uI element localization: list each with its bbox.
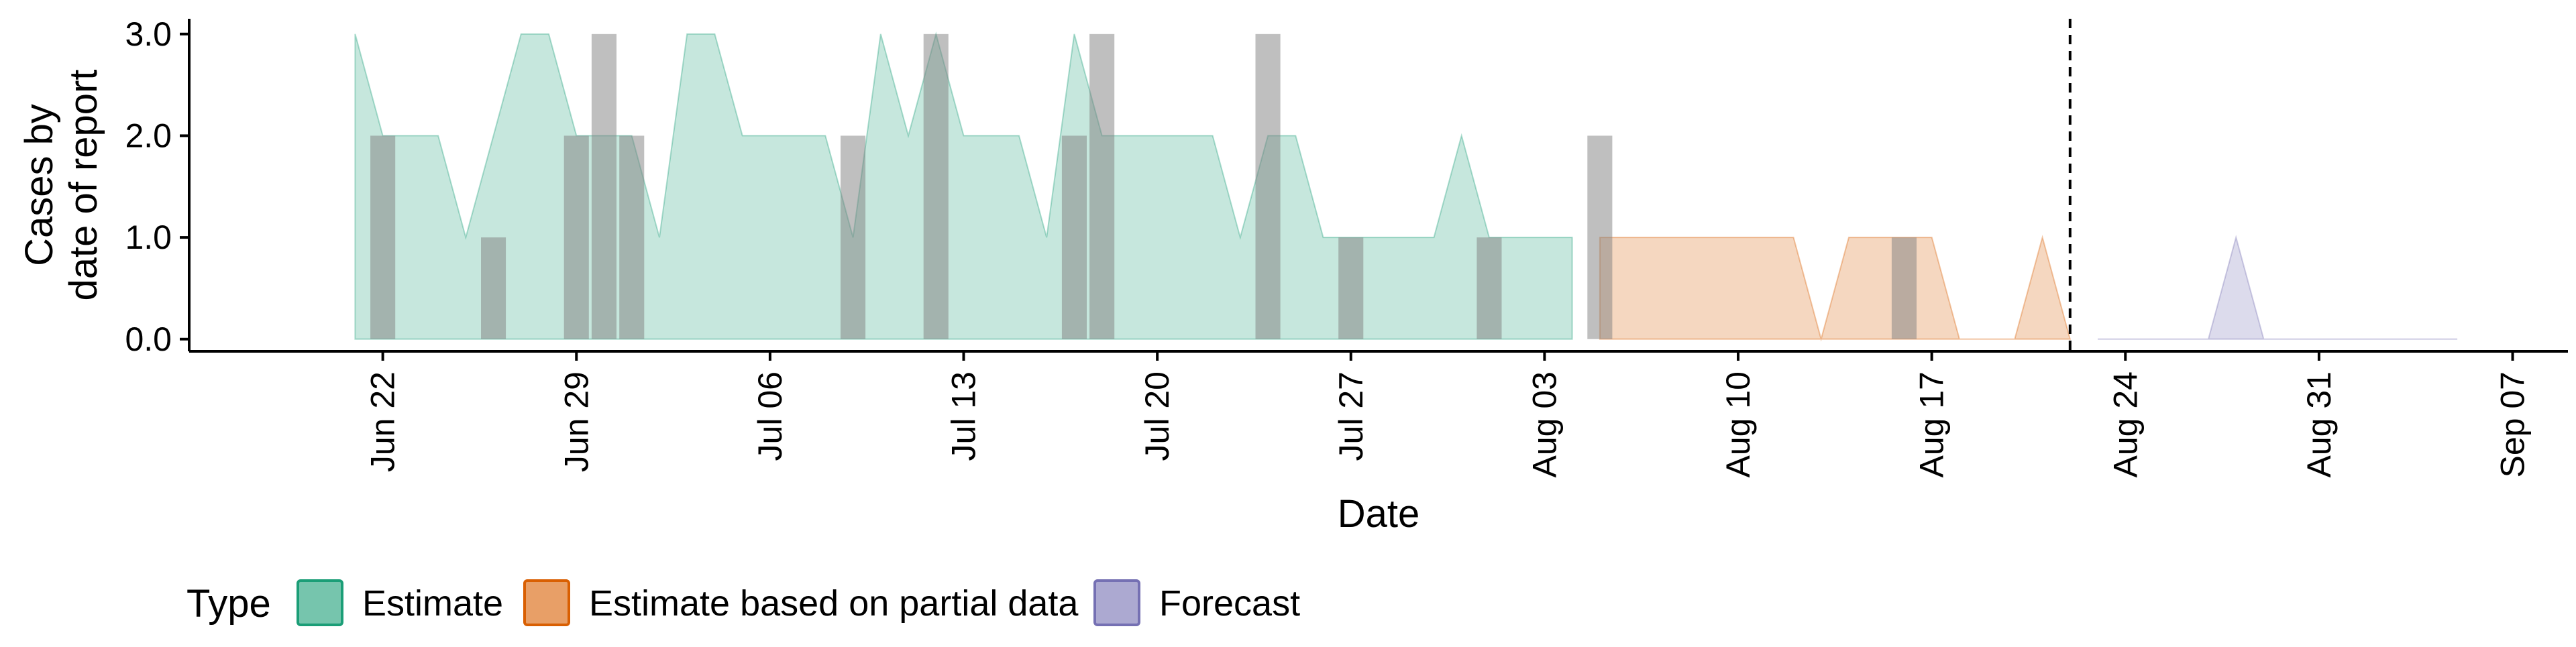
observed-bar <box>1089 34 1115 339</box>
x-tick-label: Jun 22 <box>364 371 402 472</box>
observed-bar <box>481 237 506 339</box>
observed-bar <box>1891 237 1917 339</box>
observed-bar <box>1255 34 1281 339</box>
x-axis-title: Date <box>1338 492 1420 536</box>
legend: Type Estimate Estimate based on partial da… <box>186 579 1300 626</box>
y-axis-title-line: date of report <box>62 70 105 301</box>
observed-bar <box>841 135 866 339</box>
y-tick-label: 1.0 <box>125 219 172 256</box>
y-axis-title: Cases bydate of report <box>17 70 105 301</box>
x-tick-label: Jul 27 <box>1332 371 1370 461</box>
y-axis-title-line: Cases by <box>17 104 61 266</box>
plot-area <box>354 19 2458 351</box>
x-tick-label: Aug 17 <box>1913 371 1951 477</box>
legend-swatch <box>523 579 570 626</box>
observed-bar <box>1061 135 1087 339</box>
x-tick-label: Jul 06 <box>751 371 789 461</box>
x-tick-label: Jun 29 <box>557 371 595 472</box>
observed-bar <box>591 34 616 339</box>
x-tick-label: Jul 13 <box>945 371 983 461</box>
legend-label: Forecast <box>1159 583 1300 624</box>
observed-bar <box>1587 135 1613 339</box>
observed-bar <box>1477 237 1502 339</box>
observed-bar <box>370 135 396 339</box>
observed-bar <box>619 135 645 339</box>
legend-label: Estimate <box>362 583 503 624</box>
legend-label: Estimate based on partial data <box>589 583 1079 624</box>
x-tick-label: Aug 31 <box>2300 371 2338 477</box>
legend-title: Type <box>186 582 271 626</box>
x-tick-label: Aug 03 <box>1525 371 1563 477</box>
y-tick-label: 0.0 <box>125 320 172 358</box>
y-tick-label: 3.0 <box>125 15 172 53</box>
observed-bar <box>564 135 589 339</box>
series-area-forecast <box>2098 235 2458 340</box>
axes: 0.0 1.0 2.0 3.0 Jun 22 Jun 29 Jul 06 Jul 13 Jul … <box>17 15 2568 536</box>
x-tick-label: Aug 24 <box>2106 371 2144 477</box>
legend-swatch <box>297 579 343 626</box>
x-tick-label: Aug 10 <box>1719 371 1757 477</box>
series-area-estimate-based-on-partial-data <box>1599 235 2072 342</box>
observed-bar <box>923 34 949 339</box>
x-tick-label: Sep 07 <box>2494 371 2532 477</box>
series-area-estimate <box>354 31 1573 340</box>
x-tick-label: Jul 20 <box>1138 371 1176 461</box>
observed-bar <box>1338 237 1364 339</box>
legend-swatch <box>1093 579 1140 626</box>
y-tick-label: 2.0 <box>125 117 172 154</box>
